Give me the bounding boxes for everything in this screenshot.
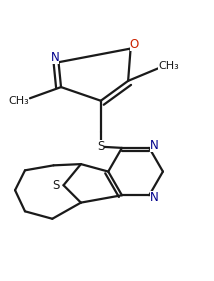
Text: N: N — [51, 51, 59, 64]
Text: S: S — [52, 179, 60, 192]
Text: CH₃: CH₃ — [158, 62, 179, 71]
Text: N: N — [150, 139, 159, 152]
Text: S: S — [97, 140, 104, 153]
Text: N: N — [150, 191, 159, 204]
Text: CH₃: CH₃ — [8, 96, 29, 106]
Text: O: O — [130, 38, 139, 51]
